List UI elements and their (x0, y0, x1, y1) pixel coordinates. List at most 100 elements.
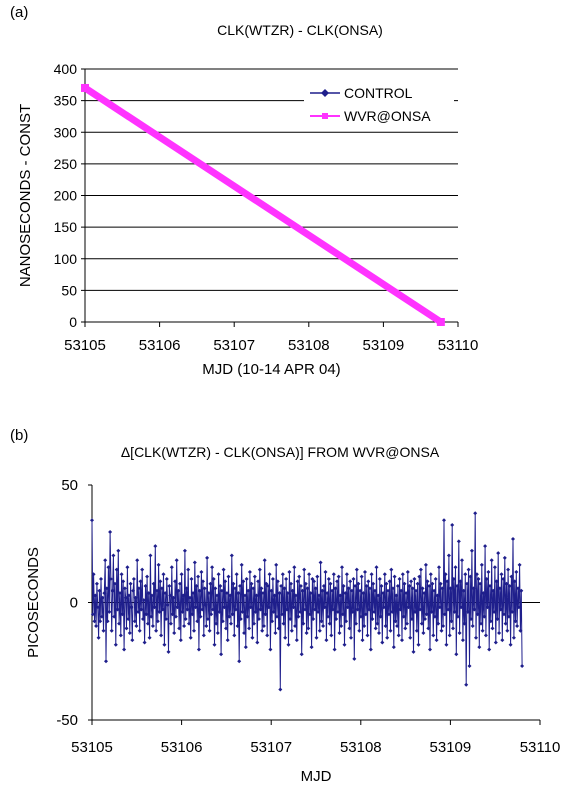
data-point-residual (229, 621, 233, 626)
data-point-residual (274, 562, 279, 567)
data-point-residual (151, 581, 156, 586)
data-point-residual (466, 567, 471, 572)
data-point-residual (108, 577, 113, 581)
data-point-residual (297, 574, 302, 579)
data-point-residual (519, 588, 524, 593)
data-point-residual (215, 593, 219, 598)
data-point-residual (402, 581, 407, 586)
data-point-residual (93, 593, 98, 598)
data-point-residual (134, 624, 139, 628)
data-point-residual (423, 562, 428, 567)
y-tick-label-a: 300 (54, 124, 78, 140)
data-point-residual (331, 572, 336, 577)
data-point-residual (141, 617, 145, 621)
data-point-residual (504, 581, 509, 586)
data-point-residual (372, 588, 377, 593)
data-point-residual (497, 586, 502, 591)
data-point-residual (100, 595, 105, 600)
data-point-residual (236, 591, 241, 596)
data-point-residual (223, 579, 228, 584)
data-point-residual (193, 605, 198, 610)
data-point-residual (451, 577, 456, 581)
data-point-residual (358, 614, 363, 619)
data-point-residual (385, 635, 390, 640)
data-point-residual (224, 626, 228, 631)
data-point-residual (111, 553, 116, 558)
data-point-residual (314, 635, 319, 640)
data-point-residual (440, 586, 445, 591)
data-point-residual (205, 555, 210, 560)
data-point-residual (312, 579, 316, 584)
data-point-residual (349, 635, 353, 640)
data-point-residual (417, 574, 422, 579)
data-point-residual (156, 562, 161, 567)
data-point-residual (266, 605, 271, 610)
data-point-residual (146, 591, 151, 596)
data-point-residual (222, 605, 227, 610)
data-point-residual (467, 664, 472, 668)
data-point-residual (170, 612, 175, 617)
data-point-residual (426, 626, 431, 631)
data-point-residual (335, 579, 340, 584)
data-point-residual (321, 584, 326, 588)
y-tick-label-b: 50 (61, 477, 78, 494)
data-point-residual (228, 593, 233, 598)
data-point-residual (243, 593, 247, 598)
data-point-residual (289, 628, 294, 633)
data-point-residual (517, 562, 522, 567)
data-point-residual (184, 586, 189, 591)
data-point-residual (105, 619, 110, 624)
y-tick-label-a: 0 (69, 314, 77, 330)
data-point-residual (340, 612, 345, 617)
data-point-residual (302, 567, 307, 572)
data-point-residual (453, 565, 458, 570)
data-point-residual (383, 624, 388, 628)
data-point-residual (203, 602, 208, 607)
data-point-residual (463, 572, 468, 577)
data-point-residual (343, 591, 348, 596)
data-point-residual (340, 565, 344, 570)
data-point-residual (187, 621, 191, 626)
data-point-residual (449, 619, 454, 624)
data-point-residual (446, 607, 451, 612)
data-point-residual (362, 624, 367, 628)
data-point-residual (469, 548, 474, 553)
data-point-residual (136, 586, 141, 591)
data-point-residual (354, 621, 358, 626)
data-point-residual (324, 638, 329, 643)
data-point-residual (179, 572, 184, 577)
data-point-residual (375, 621, 380, 626)
data-point-residual (477, 645, 482, 650)
data-point-residual (149, 614, 154, 619)
data-point-residual (117, 621, 122, 626)
data-point-residual (346, 586, 351, 591)
data-point-residual (202, 586, 207, 591)
data-point-residual (120, 612, 125, 617)
data-point-residual (140, 567, 145, 572)
data-point-residual (484, 577, 489, 581)
data-point-residual (366, 579, 371, 584)
data-point-residual (460, 638, 465, 643)
data-point-residual (475, 612, 480, 617)
data-point-residual (444, 642, 449, 647)
data-point-residual (303, 607, 307, 612)
data-point-residual (176, 588, 181, 593)
data-point-residual (110, 588, 115, 593)
data-point-residual (98, 619, 103, 624)
data-point-residual (189, 577, 194, 581)
data-point-residual (401, 614, 406, 619)
data-point-residual (327, 621, 332, 626)
data-point-residual (138, 579, 143, 584)
data-point-residual (180, 609, 185, 614)
data-point-residual (427, 584, 432, 588)
data-point-residual (329, 633, 334, 638)
data-point-residual (516, 586, 520, 591)
data-point-residual (181, 593, 186, 598)
data-point-residual (474, 635, 478, 640)
data-point-residual (212, 642, 217, 647)
data-point-residual (515, 624, 520, 628)
data-point-residual (245, 614, 250, 619)
data-point-residual (123, 595, 128, 600)
data-point-residual (371, 581, 376, 586)
data-point-residual (162, 642, 167, 647)
